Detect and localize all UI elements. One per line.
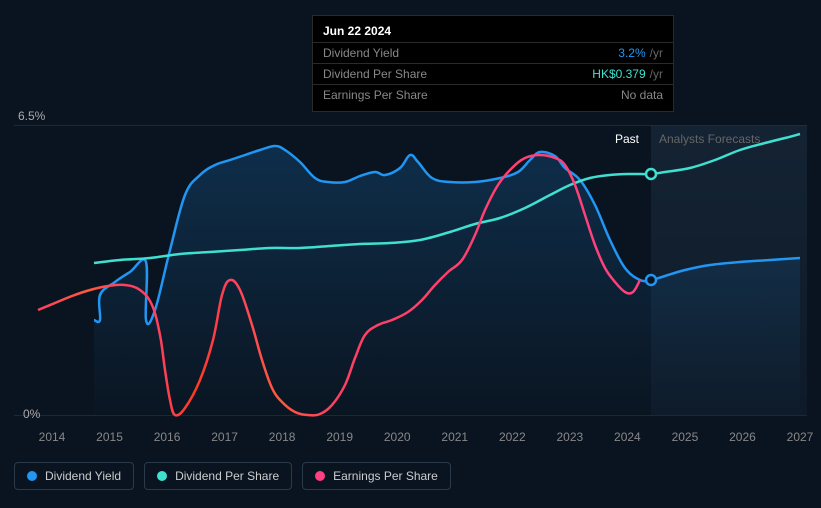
tooltip-row-value: No data — [621, 88, 663, 102]
tooltip-row: Dividend Yield 3.2%/yr — [313, 42, 673, 63]
x-axis-label: 2017 — [211, 430, 238, 444]
tooltip-row-label: Dividend Per Share — [323, 67, 427, 81]
tooltip-row-label: Dividend Yield — [323, 46, 399, 60]
x-axis-label: 2022 — [499, 430, 526, 444]
tooltip-row-value: HK$0.379/yr — [592, 67, 663, 81]
legend: Dividend Yield Dividend Per Share Earnings… — [14, 462, 451, 490]
legend-label: Earnings Per Share — [333, 469, 438, 483]
legend-label: Dividend Yield — [45, 469, 121, 483]
x-axis-label: 2019 — [326, 430, 353, 444]
x-axis-label: 2024 — [614, 430, 641, 444]
legend-dot-icon — [157, 471, 167, 481]
legend-item[interactable]: Dividend Yield — [14, 462, 134, 490]
tooltip: Jun 22 2024 Dividend Yield3.2%/yrDividen… — [312, 15, 674, 112]
legend-dot-icon — [315, 471, 325, 481]
legend-dot-icon — [27, 471, 37, 481]
tooltip-row: Dividend Per Share HK$0.379/yr — [313, 63, 673, 84]
tooltip-date: Jun 22 2024 — [313, 22, 673, 42]
x-axis-label: 2016 — [154, 430, 181, 444]
legend-item[interactable]: Dividend Per Share — [144, 462, 292, 490]
legend-label: Dividend Per Share — [175, 469, 279, 483]
tooltip-row-value: 3.2%/yr — [618, 46, 663, 60]
dividend-yield-marker — [646, 275, 656, 285]
x-axis-label: 2020 — [384, 430, 411, 444]
x-axis-label: 2021 — [441, 430, 468, 444]
tooltip-row: Earnings Per Share No data — [313, 84, 673, 105]
x-axis-label: 2025 — [672, 430, 699, 444]
x-axis-label: 2027 — [787, 430, 814, 444]
chart-container: Jun 22 2024 Dividend Yield3.2%/yrDividen… — [0, 0, 821, 508]
tooltip-row-label: Earnings Per Share — [323, 88, 428, 102]
x-axis-label: 2023 — [556, 430, 583, 444]
legend-item[interactable]: Earnings Per Share — [302, 462, 451, 490]
dividend-yield-fill — [94, 146, 800, 415]
x-axis-label: 2014 — [39, 430, 66, 444]
x-axis-label: 2026 — [729, 430, 756, 444]
dividend-per-share-marker — [646, 169, 656, 179]
x-axis-label: 2018 — [269, 430, 296, 444]
x-axis-label: 2015 — [96, 430, 123, 444]
